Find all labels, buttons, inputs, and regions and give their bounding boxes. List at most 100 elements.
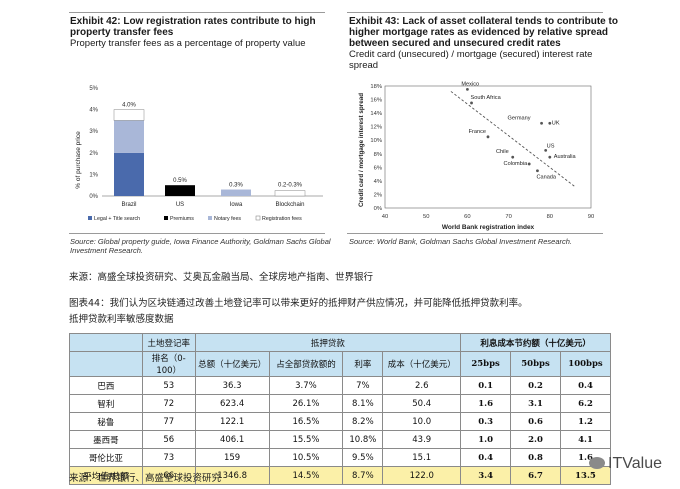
scatter-point xyxy=(486,135,490,139)
wechat-logo-icon xyxy=(589,457,606,469)
table-row: 墨西哥 56 406.1 15.5% 10.8% 43.9 1.0 2.0 4.1 xyxy=(69,430,612,449)
scatter-point-label: France xyxy=(469,129,486,135)
cn-source-1: 来源：高盛全球投资研究、艾奥瓦金融当局、全球房地产指南、世界银行 xyxy=(69,272,374,283)
table-cell: 50.4 xyxy=(382,394,462,413)
table-header-cell: 抵押贷款 xyxy=(194,333,462,352)
scatter-point xyxy=(511,155,515,159)
scatter-ytick-label: 2% xyxy=(374,192,382,198)
bar-legend-label: Notary fees xyxy=(214,216,241,222)
scatter-point-label: Chile xyxy=(496,149,509,155)
table-cell: 36.3 xyxy=(194,376,270,395)
table-header-row-1: 土地登记率 抵押贷款 利息成本节约额（十亿美元） xyxy=(69,333,611,352)
bar-ytick-label: 0% xyxy=(89,194,98,200)
table-cell: 406.1 xyxy=(194,430,270,449)
exhibit-42-source-line2: Investment Research. xyxy=(70,246,143,255)
table-header-cell: 利息成本节约额（十亿美元） xyxy=(460,333,611,352)
table-cell: 72 xyxy=(141,394,196,413)
mortgage-sensitivity-table: 土地登记率 抵押贷款 利息成本节约额（十亿美元） 排名（0-100） 总额（十亿… xyxy=(69,333,612,485)
scatter-trendline xyxy=(450,91,575,187)
table-cell: 6.7 xyxy=(510,466,561,485)
scatter-xtick-label: 80 xyxy=(547,214,553,220)
scatter-xlabel: World Bank registration index xyxy=(442,224,535,231)
bar-segment xyxy=(114,120,144,153)
exhibit-43-title-line3: between secured and unsecured credit rat… xyxy=(349,38,561,49)
scatter-ytick-label: 16% xyxy=(370,98,382,104)
exhibit-43-title-line1: Exhibit 43: Lack of asset collateral ten… xyxy=(349,16,618,27)
scatter-ytick-label: 14% xyxy=(370,111,382,117)
bar-segment xyxy=(114,152,144,196)
watermark-text: ITValue xyxy=(608,455,662,472)
table-cell: 15.1 xyxy=(382,448,462,467)
exhibit-42-subtitle: Property transfer fees as a percentage o… xyxy=(70,38,306,49)
exhibit-43-scatter-chart: Credit card / mortgage interest spread 0… xyxy=(358,81,594,231)
table-cell: 8.7% xyxy=(342,466,384,485)
table-cell: 哥伦比亚 xyxy=(69,448,143,467)
table-header-cell xyxy=(69,333,143,352)
table-cell: 6.2 xyxy=(559,394,612,413)
table-cell: 2.6 xyxy=(382,376,462,395)
table-cell: 10.5% xyxy=(268,448,344,467)
table-cell: 1.0 xyxy=(460,430,512,449)
bar-legend-swatch xyxy=(88,216,92,220)
bar-category-label: US xyxy=(176,202,184,208)
table-header-cell: 成本（十亿美元） xyxy=(382,351,462,377)
bar-legend-swatch xyxy=(255,215,261,221)
table-cell: 56 xyxy=(141,430,196,449)
scatter-point-label: Canada xyxy=(536,175,556,181)
scatter-point-label: South Africa xyxy=(471,95,502,101)
figure-44-subtitle: 抵押贷款利率敏感度数据 xyxy=(69,314,174,325)
scatter-point xyxy=(544,148,548,152)
scatter-ytick-label: 0% xyxy=(374,206,382,212)
bar-data-label: 0.5% xyxy=(173,178,187,184)
scatter-point xyxy=(548,155,552,159)
table-cell: 16.5% xyxy=(268,412,344,431)
table-cell: 0.1 xyxy=(460,376,512,395)
scatter-xtick-label: 60 xyxy=(464,214,470,220)
table-header-cell: 利率 xyxy=(342,351,384,377)
table-cell: 3.4 xyxy=(460,466,512,485)
table-cell: 26.1% xyxy=(268,394,344,413)
scatter-ytick-label: 10% xyxy=(370,138,382,144)
table-row: 秘鲁 77 122.1 16.5% 8.2% 10.0 0.3 0.6 1.2 xyxy=(69,412,612,431)
table-cell: 159 xyxy=(194,448,270,467)
bar-ytick-label: 1% xyxy=(89,172,98,178)
bar-legend-label: Registration fees xyxy=(262,216,302,222)
bar-legend-swatch xyxy=(208,216,212,220)
table-cell: 14.5% xyxy=(268,466,344,485)
scatter-point-label: Australia xyxy=(554,154,577,160)
bar-category-label: Brazil xyxy=(121,202,136,208)
exhibit-43-subtitle-line1: Credit card (unsecured) / mortgage (secu… xyxy=(349,49,593,60)
table-cell: 智利 xyxy=(69,394,143,413)
scatter-point-label: Mexico xyxy=(461,81,479,87)
scatter-ytick-label: 8% xyxy=(374,152,382,158)
bar-ytick-label: 2% xyxy=(89,151,98,157)
bar-legend-swatch xyxy=(164,216,168,220)
table-cell: 平均值/总额 xyxy=(69,466,143,485)
table-row: 巴西 53 36.3 3.7% 7% 2.6 0.1 0.2 0.4 xyxy=(69,376,612,395)
table-cell: 3.1 xyxy=(510,394,561,413)
table-cell: 73 xyxy=(141,448,196,467)
exhibit-42-title-line1: Exhibit 42: Low registration rates contr… xyxy=(70,16,316,27)
bar-segment xyxy=(221,189,251,196)
scatter-point xyxy=(536,169,539,173)
bar-legend-label: Premiums xyxy=(170,216,194,222)
table-cell: 8.2% xyxy=(342,412,384,431)
exhibit-43-title-line2: higher mortgage rates as evidenced by re… xyxy=(349,27,608,38)
scatter-xtick-label: 90 xyxy=(588,214,594,220)
scatter-ytick-label: 4% xyxy=(374,179,382,185)
scatter-point-label: UK xyxy=(552,120,560,126)
bar-data-label: 0.3% xyxy=(229,183,243,189)
table-cell: 1.2 xyxy=(559,412,612,431)
table-cell: 0.6 xyxy=(510,412,561,431)
table-header-cell: 25bps xyxy=(460,351,512,377)
bar-legend-label: Legal + Title search xyxy=(94,216,140,222)
table-cell: 0.2 xyxy=(510,376,561,395)
scatter-ytick-label: 18% xyxy=(370,84,382,90)
table-cell: 77 xyxy=(141,412,196,431)
table-cell: 0.4 xyxy=(460,448,512,467)
bar-ytick-label: 3% xyxy=(89,129,98,135)
exhibit-42-source-line1: Source: Global property guide, Iowa Fina… xyxy=(70,237,331,246)
bar-data-label: 0.2-0.3% xyxy=(278,183,303,189)
table-cell: 66 xyxy=(141,466,196,485)
table-cell: 15.5% xyxy=(268,430,344,449)
